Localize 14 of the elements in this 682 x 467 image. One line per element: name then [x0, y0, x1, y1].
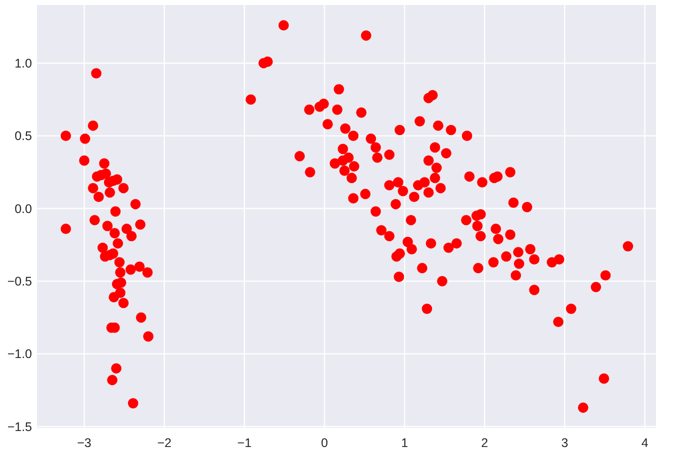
- y-tick-label: 1.0: [14, 56, 32, 71]
- x-tick-label: 4: [641, 436, 648, 450]
- y-tick-label: −1.5: [7, 420, 32, 434]
- x-tick-label: −2: [157, 436, 172, 450]
- y-tick-label: 0.0: [14, 202, 32, 216]
- x-tick-label: −1: [237, 436, 252, 450]
- y-tick-label: 0.5: [14, 129, 32, 144]
- x-tick-label: 3: [561, 436, 568, 450]
- x-tick-label: −3: [77, 436, 92, 450]
- y-tick-label: −0.5: [7, 274, 32, 289]
- x-tick-label: 1: [401, 436, 408, 450]
- x-tick-label: 0: [321, 436, 328, 450]
- x-tick-label: 2: [481, 436, 488, 450]
- y-tick-label: −1.0: [7, 347, 32, 362]
